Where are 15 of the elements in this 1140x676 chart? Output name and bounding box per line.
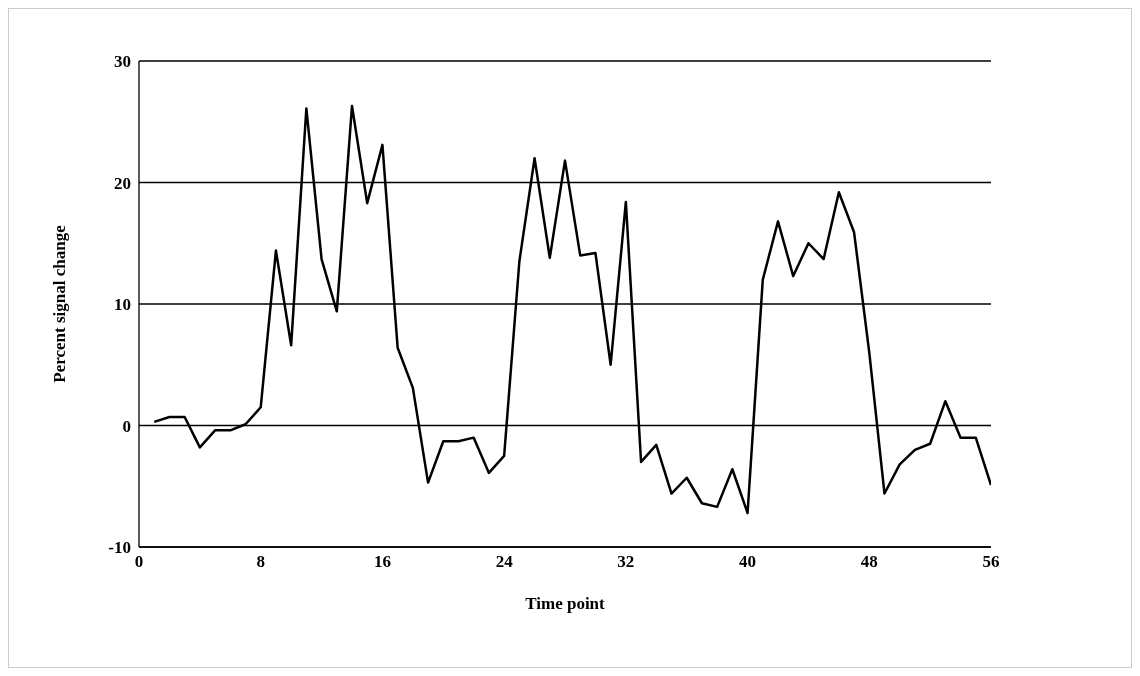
y-tick-label: 30 xyxy=(114,52,131,72)
x-tick-label: 48 xyxy=(860,552,878,572)
y-tick-label: 0 xyxy=(122,416,131,436)
x-tick-label: 0 xyxy=(134,552,144,572)
y-tick-label: 10 xyxy=(114,295,131,315)
y-axis-title: Percent signal change xyxy=(50,224,70,383)
x-tick-label: 32 xyxy=(617,552,635,572)
x-tick-label: 24 xyxy=(495,552,514,572)
x-tick-label: 8 xyxy=(256,552,265,572)
x-tick-label: 16 xyxy=(373,552,391,572)
x-tick-label: 56 xyxy=(982,552,1000,572)
y-tick-label: -10 xyxy=(108,538,131,558)
x-tick-label: 40 xyxy=(739,552,757,572)
x-axis-title: Time point xyxy=(525,594,606,613)
y-tick-label: 20 xyxy=(114,173,131,193)
